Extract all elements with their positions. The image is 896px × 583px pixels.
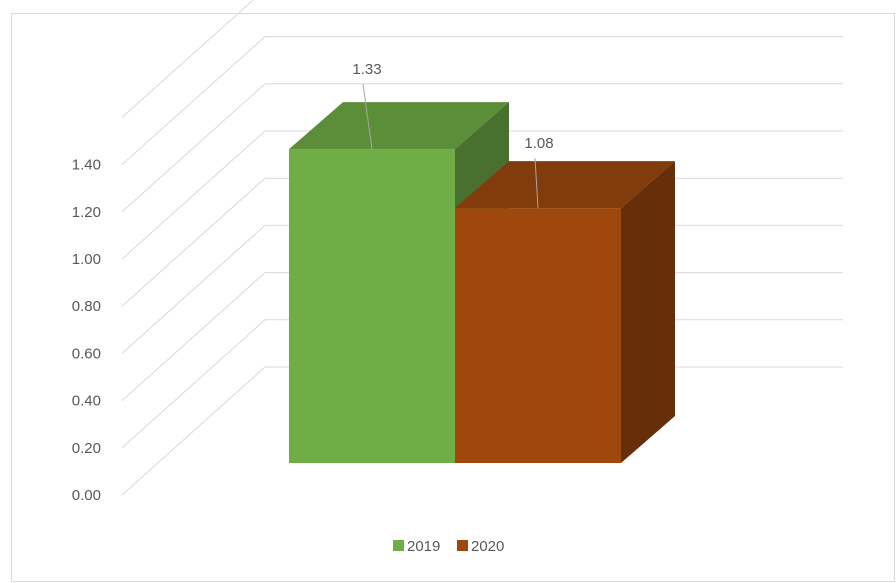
data-label-leader-2019 <box>362 84 373 150</box>
data-label-2020: 1.08 <box>524 135 553 152</box>
gridline-side <box>121 177 266 307</box>
y-tick-label: 1.00 <box>72 251 101 268</box>
gridline-side <box>121 130 266 260</box>
gridline-side <box>121 319 266 449</box>
gridline-side <box>121 272 266 401</box>
legend-swatch-2019 <box>393 540 404 551</box>
legend-label-2020: 2020 <box>471 538 504 555</box>
y-tick-label: 1.40 <box>72 157 101 174</box>
bar-2020 <box>455 161 675 463</box>
bar-front-2019 <box>289 149 455 463</box>
bar-front-2020 <box>455 208 621 463</box>
data-labels: 1.33 1.08 <box>352 61 554 209</box>
legend: 2019 2020 <box>393 538 504 555</box>
gridline-side <box>121 0 254 118</box>
legend-label-2019: 2019 <box>407 538 440 555</box>
gridline-side <box>121 225 266 354</box>
bar-side-2020 <box>621 161 675 463</box>
y-tick-label: 0.80 <box>72 298 101 315</box>
y-tick-label: 0.20 <box>72 440 101 457</box>
bar-top-2019 <box>289 102 509 150</box>
gridline-side <box>121 366 266 496</box>
y-axis-ticks: 0.00 0.20 0.40 0.60 0.80 1.00 1.20 1.40 <box>72 157 101 504</box>
y-tick-label: 1.20 <box>72 204 101 221</box>
y-tick-label: 0.00 <box>72 487 101 504</box>
y-tick-label: 0.60 <box>72 345 101 362</box>
y-tick-label: 0.40 <box>72 393 101 410</box>
bar-top-2020 <box>455 161 675 209</box>
bars <box>289 102 675 464</box>
gridline-side <box>121 83 266 213</box>
gridline-side <box>121 36 266 165</box>
data-label-leader-2020 <box>534 158 539 209</box>
data-label-2019: 1.33 <box>352 61 381 78</box>
legend-swatch-2020 <box>457 540 468 551</box>
